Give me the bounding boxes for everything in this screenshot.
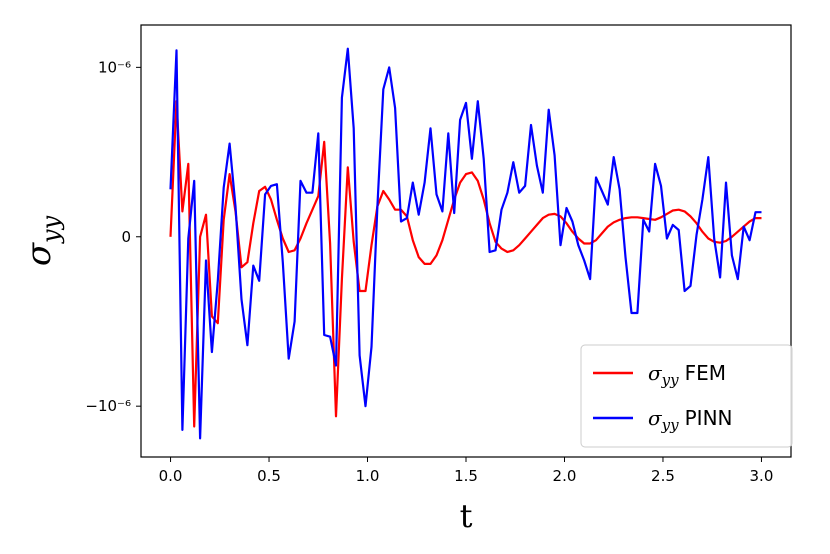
y-tick-label: 0 (121, 228, 131, 246)
x-tick-label: 1.0 (356, 467, 380, 485)
y-axis-title-text: σyy (19, 215, 65, 266)
legend-label-pinn: σyy PINN (648, 406, 733, 434)
x-tick-label: 2.0 (553, 467, 577, 485)
x-axis: 0.0 0.5 1.0 1.5 2.0 2.5 3.0 (159, 457, 774, 485)
y-axis-title: σyy (19, 215, 65, 266)
x-tick-label: 3.0 (750, 467, 774, 485)
y-tick-label: 10⁻⁶ (98, 58, 131, 76)
x-tick-label: 2.5 (651, 467, 675, 485)
legend: σyy FEM σyy PINN (580, 344, 793, 448)
y-axis: 10⁻⁶ 0 −10⁻⁶ (85, 58, 141, 415)
plot-frame (140, 24, 792, 458)
legend-label-fem: σyy FEM (648, 361, 726, 389)
y-tick-label: −10⁻⁶ (85, 397, 131, 415)
series-line-fem (169, 100, 762, 428)
plot-area (169, 47, 762, 440)
x-tick-label: 1.5 (454, 467, 478, 485)
legend-box (580, 344, 793, 448)
series-line-pinn (169, 47, 762, 440)
x-tick-label: 0.0 (159, 467, 183, 485)
x-tick-label: 0.5 (257, 467, 281, 485)
x-axis-title: t (460, 497, 473, 535)
